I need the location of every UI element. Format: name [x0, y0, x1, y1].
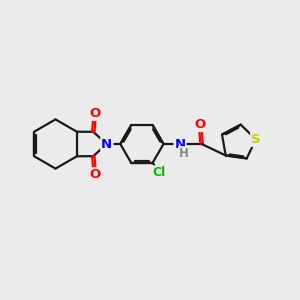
Text: O: O — [89, 107, 100, 120]
Text: O: O — [89, 168, 100, 181]
Text: N: N — [101, 137, 112, 151]
Text: O: O — [194, 118, 206, 131]
Text: Cl: Cl — [152, 166, 165, 179]
Text: S: S — [251, 133, 261, 146]
Text: N: N — [174, 137, 186, 151]
Text: H: H — [179, 147, 189, 160]
